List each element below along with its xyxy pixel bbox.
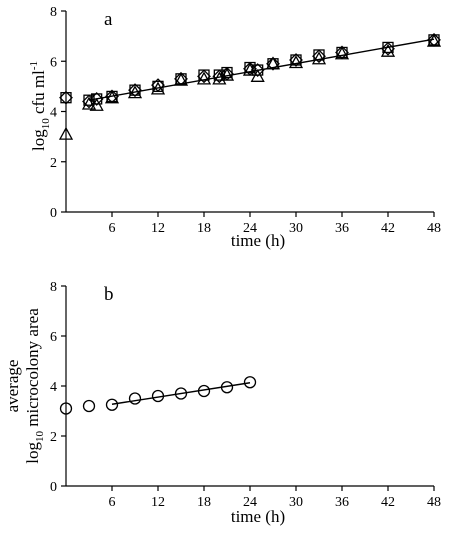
y-tick-label: 0	[50, 206, 57, 221]
diamond-marker	[266, 56, 280, 71]
circle-marker	[243, 376, 257, 389]
diamond-marker	[289, 53, 303, 67]
diamond-marker	[312, 49, 326, 64]
triangle-marker	[288, 55, 304, 69]
triangle-marker	[104, 90, 120, 104]
circle-marker	[105, 398, 119, 411]
x-tick-label: 6	[109, 221, 116, 236]
panel-b-marks	[59, 376, 257, 415]
x-tick-label: 18	[197, 495, 211, 510]
y-tick-label: 6	[50, 55, 57, 70]
panel-a-y-axis-title: log10 cfu ml-1	[28, 61, 52, 151]
x-tick-label: 18	[197, 221, 211, 236]
diamond-marker	[82, 94, 96, 109]
triangle-marker	[426, 33, 442, 47]
x-tick-label: 30	[289, 221, 303, 236]
y-tick-label: 4	[50, 380, 57, 395]
diamond-marker	[250, 63, 265, 77]
y-tick-label: 8	[50, 280, 57, 295]
diamond-marker	[197, 69, 211, 84]
triangle-marker	[81, 96, 97, 110]
x-tick-label: 36	[335, 221, 349, 236]
x-tick-label: 6	[109, 495, 116, 510]
circle-marker	[197, 384, 211, 398]
y-tick-label: 8	[50, 5, 57, 20]
x-tick-label: 30	[289, 495, 303, 510]
x-tick-label: 24	[243, 221, 257, 236]
triangle-marker	[311, 51, 327, 65]
x-tick-label: 24	[243, 495, 257, 510]
circle-marker	[82, 399, 96, 413]
y-tick-label: 6	[50, 330, 57, 345]
x-tick-label: 12	[151, 495, 165, 510]
x-tick-label: 42	[381, 495, 395, 510]
circle-marker	[220, 381, 234, 394]
x-tick-label: 12	[151, 221, 165, 236]
circle-marker	[128, 392, 142, 405]
panel-b-letter: b	[104, 284, 114, 305]
diamond-marker	[128, 83, 142, 98]
x-tick-label: 48	[427, 221, 441, 236]
x-tick-label: 48	[427, 495, 441, 510]
diamond-marker	[151, 78, 165, 93]
triangle-marker	[219, 67, 235, 81]
triangle-marker	[89, 97, 104, 111]
panel-b-y-axis-title-line1: average	[3, 360, 22, 413]
diamond-marker	[212, 69, 227, 84]
fit-line	[88, 38, 435, 101]
circle-marker	[151, 389, 165, 403]
square-marker	[290, 54, 302, 66]
triangle-marker	[250, 68, 265, 82]
triangle-marker	[334, 46, 350, 60]
y-tick-label: 0	[50, 480, 57, 495]
panel-b-y-axis-title-line2: log10 microcolony area	[23, 308, 46, 464]
triangle-marker	[150, 81, 166, 95]
panel-a-x-axis-title: time (h)	[231, 231, 285, 250]
triangle-marker	[196, 71, 212, 85]
y-tick-label: 2	[50, 156, 57, 171]
triangle-marker	[265, 56, 281, 70]
x-tick-label: 36	[335, 495, 349, 510]
panel-b-x-axis-title: time (h)	[231, 507, 285, 526]
panel-a-marks	[58, 32, 442, 140]
fit-line	[111, 382, 251, 405]
square-marker	[129, 84, 141, 96]
triangle-marker	[242, 62, 258, 76]
y-tick-label: 4	[50, 106, 57, 121]
triangle-marker	[380, 43, 396, 57]
y-tick-label: 2	[50, 430, 57, 445]
diamond-marker	[89, 92, 104, 106]
panel-a-letter: a	[104, 9, 113, 30]
x-tick-label: 42	[381, 221, 395, 236]
triangle-marker	[173, 72, 189, 86]
triangle-marker	[127, 85, 143, 99]
diamond-marker	[381, 41, 395, 56]
circle-marker	[174, 387, 188, 400]
